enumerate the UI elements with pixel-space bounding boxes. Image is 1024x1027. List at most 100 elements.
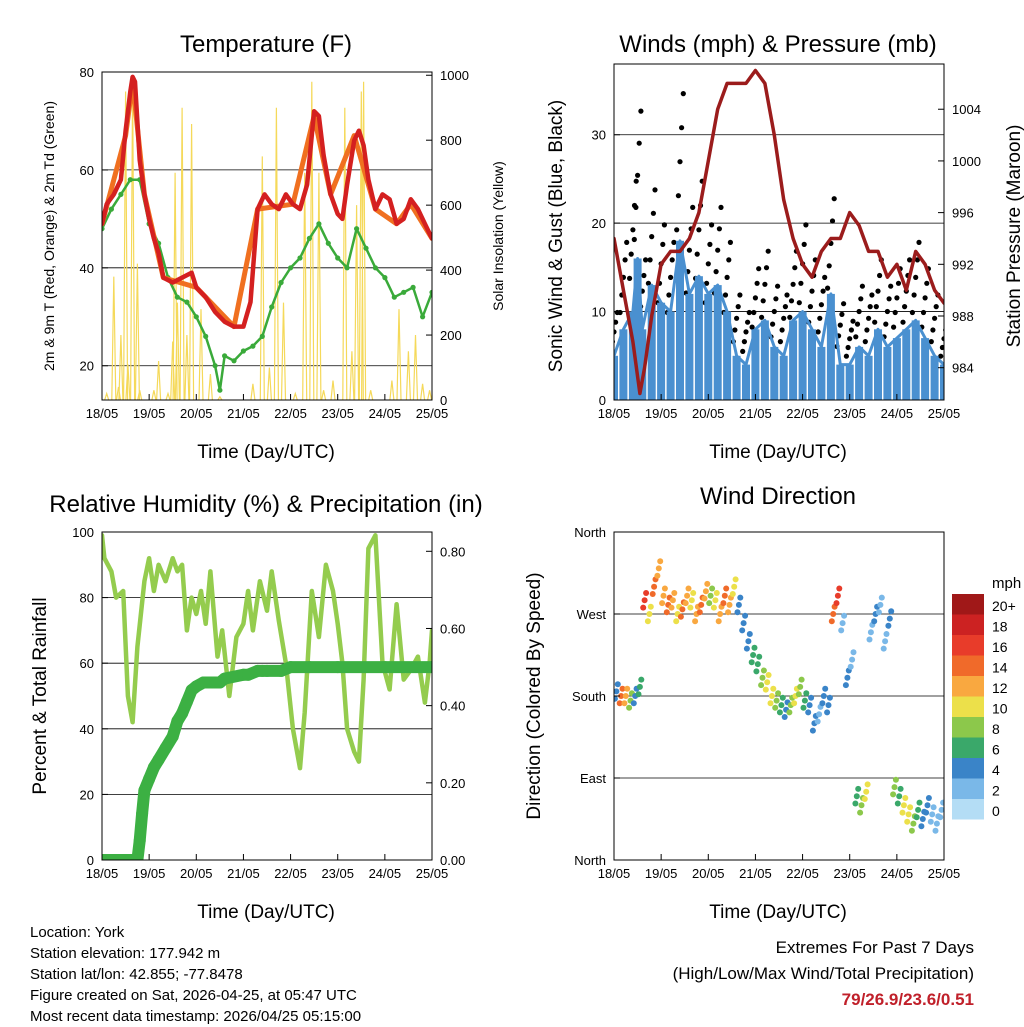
temperature-xlabel: Time (Day/UTC) [197,442,335,463]
direction-point [756,653,763,660]
direction-point [897,785,904,792]
x-tick-label: 22/05 [274,406,307,421]
direction-point [758,682,765,689]
wind-bar [874,329,882,400]
direction-point [721,592,728,599]
wind-bar [826,293,835,400]
rainfall-point [303,661,316,674]
temperature-ylabel-right: Solar Insolation (Yellow) [490,161,506,311]
direction-point [824,709,831,716]
wind-bar [628,311,637,400]
pressure-series [614,68,944,396]
rh-ylabel: Percent & Total Rainfall [30,597,51,794]
rainfall-point [331,661,344,674]
y-tick-label: 40 [80,722,94,737]
direction-point [933,820,940,827]
x-tick-label: 22/05 [786,866,819,881]
winds-pressure-panel: Winds (mph) & Pressure (mb) Time (Day/UT… [546,31,1024,463]
direction-point [838,627,845,634]
gust-point [716,226,723,232]
y-right-tick-label: 0.20 [440,776,465,791]
gust-point [773,296,779,302]
y-tick-label: 0 [87,853,94,868]
gust-point [787,314,793,320]
gust-point [746,309,752,316]
direction-point [940,799,944,806]
direction-point [915,806,922,813]
gust-point [884,308,891,315]
direction-point [614,688,620,695]
direction-point [907,804,914,811]
y-tick-label: 80 [80,591,94,606]
wind-bar [921,338,930,400]
direction-title: Wind Direction [700,483,856,510]
gust-point [614,319,619,325]
y-tick-label: 40 [80,261,94,276]
direction-point [900,802,907,809]
direction-point [644,618,651,625]
gust-point [668,274,674,280]
gust-point [627,275,633,281]
gust-point [822,274,828,280]
direction-point [875,609,882,616]
direction-point [871,618,878,625]
gust-point [630,227,636,233]
gust-point [631,236,637,243]
winds-title: Winds (mph) & Pressure (mb) [619,31,936,58]
legend-title: mph [992,575,1021,592]
y-tick-label: 20 [80,359,94,374]
direction-point [677,613,684,620]
wind-bar [892,338,901,400]
direction-point [640,604,647,611]
direction-point [630,700,637,707]
direction-point [748,659,755,666]
direction-point [622,693,629,699]
gust-point [900,319,906,325]
gust-point [837,322,843,328]
legend-label: 14 [992,660,1008,676]
y-tick-label: 100 [72,525,94,540]
gust-point [677,159,683,165]
created-text: Figure created on Sat, 2026-04-25, at 05… [30,987,357,1004]
extremes-block: Extremes For Past 7 Days (High/Low/Max W… [673,935,974,1013]
gust-point [792,265,798,271]
direction-point [880,645,887,652]
gust-point [749,324,755,330]
direction-point [647,603,654,610]
wind-bar [619,329,628,400]
direction-point [820,693,827,699]
gust-point [945,319,950,324]
direction-point [764,679,771,686]
x-tick-label: 25/05 [416,406,449,421]
y-right-tick-label: 400 [440,263,462,278]
x-tick-label: 18/05 [86,866,119,881]
rainfall-point [378,661,391,674]
direction-point [669,597,676,604]
gust-point [643,257,649,263]
direction-point [751,644,758,651]
direction-point [791,700,798,707]
direction-point [760,667,767,674]
gust-point [807,304,814,310]
direction-point [651,583,658,590]
gust-point [781,315,787,321]
direction-point [924,802,931,809]
direction-point [795,691,802,698]
direction-point [692,618,699,625]
x-tick-label: 18/05 [598,406,631,421]
rainfall-point [284,661,297,674]
direction-point [638,676,645,683]
direction-point [626,704,633,711]
x-tick-label: 21/05 [227,406,260,421]
gust-point [850,318,856,324]
direction-point [850,649,857,656]
wind-bar [883,346,892,400]
timestamp-text: Most recent data timestamp: 2026/04/25 0… [30,1008,362,1025]
wind-bar [732,355,741,400]
direction-point [671,590,678,596]
rainfall-point [176,707,189,720]
direction-point [841,612,848,619]
gust-point [779,327,785,333]
gust-point [801,241,807,247]
direction-point [750,652,757,658]
